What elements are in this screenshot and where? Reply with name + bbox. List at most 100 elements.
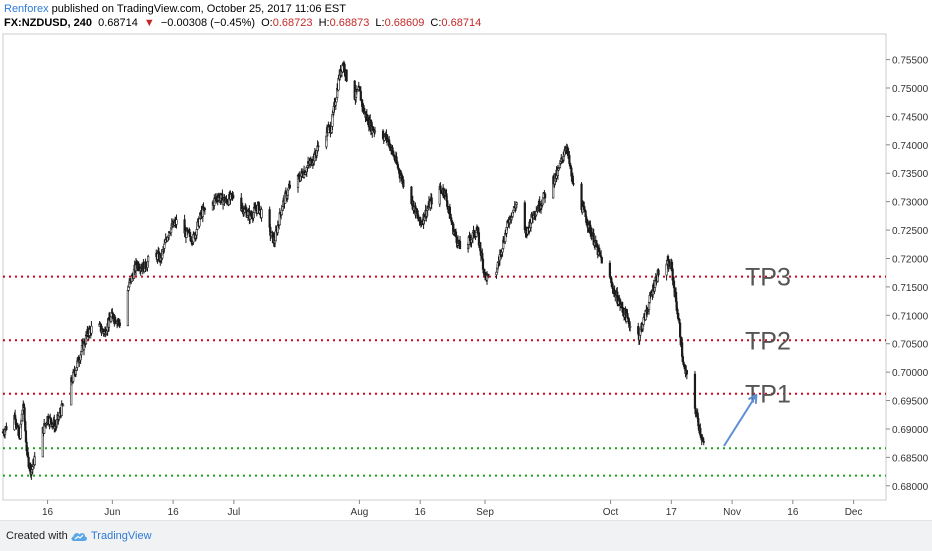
last-price: 0.68714 <box>98 17 138 29</box>
candle <box>515 201 518 208</box>
candle <box>90 320 93 336</box>
price-chart: 0.75500 0.75000 0.74500 0.74000 0.73500 0.730… <box>1 33 929 518</box>
y-tick-label: 0.74500 <box>892 112 929 123</box>
candle-body <box>260 209 263 218</box>
x-tick-label: Jul <box>227 507 240 518</box>
candle-body <box>359 90 362 101</box>
candle-body <box>118 322 121 326</box>
x-tick-label: 16 <box>42 507 54 518</box>
x-tick-label: 16 <box>787 507 799 518</box>
footer-bar: Created with TradingView <box>0 520 932 551</box>
candle-body <box>699 428 702 436</box>
x-tick-label: Aug <box>351 507 369 518</box>
high-value: 0.68873 <box>329 17 370 29</box>
y-axis: 0.75500 0.75000 0.74500 0.74000 0.73500 0.730… <box>886 56 929 493</box>
candle-body <box>679 322 682 338</box>
label-tp2: TP2 <box>745 327 791 355</box>
candle <box>118 319 121 329</box>
price-change: −0.00308 (−0.45%) <box>160 17 256 29</box>
candle <box>317 141 320 152</box>
low-label: L: <box>375 17 385 29</box>
candle-body <box>487 273 490 276</box>
candle-body <box>481 258 485 270</box>
y-tick-label: 0.69500 <box>892 397 929 408</box>
created-with-text: Created with <box>6 530 68 542</box>
y-tick-label: 0.73000 <box>892 198 929 209</box>
candle-body <box>195 229 198 236</box>
arrow-shaft <box>723 394 758 447</box>
candle-body <box>685 370 688 375</box>
candle <box>702 437 705 446</box>
candle-body <box>515 202 518 205</box>
y-tick-label: 0.71000 <box>892 311 929 322</box>
tradingview-cloud-icon <box>71 533 87 541</box>
target-arrow <box>723 393 758 447</box>
candle-body <box>175 219 178 225</box>
candle <box>20 413 24 423</box>
candle-body <box>49 417 53 423</box>
candle-body <box>430 197 433 205</box>
x-tick-label: 17 <box>666 507 678 518</box>
candle-body <box>475 231 478 237</box>
candle-body <box>20 413 24 422</box>
candle <box>629 321 632 332</box>
candle-body <box>373 130 377 133</box>
candle-body <box>637 326 640 335</box>
y-tick-label: 0.70500 <box>892 340 929 351</box>
publisher-link[interactable]: Renforex <box>4 3 49 15</box>
arrow-head <box>748 393 758 404</box>
candle-body <box>198 218 201 227</box>
candle <box>543 193 547 203</box>
candle <box>232 192 235 200</box>
y-tick-label: 0.71500 <box>892 283 929 294</box>
tradingview-brand-text: TradingView <box>91 530 152 542</box>
candle-body <box>454 231 458 238</box>
x-tick-label: Nov <box>723 507 741 518</box>
y-tick-label: 0.75500 <box>892 56 929 67</box>
candle-body <box>697 418 700 426</box>
candle <box>33 451 36 467</box>
candles <box>1 60 705 480</box>
candle-body <box>402 179 405 188</box>
x-tick-label: Oct <box>603 507 619 518</box>
candle-body <box>288 184 292 188</box>
y-tick-label: 0.73500 <box>892 169 929 180</box>
candle <box>373 126 377 135</box>
chart-header: Renforex published on TradingView.com, Oc… <box>4 2 904 30</box>
candle-body <box>572 183 575 185</box>
candle-body <box>702 441 705 443</box>
candle <box>260 207 263 222</box>
y-tick-label: 0.69000 <box>892 425 929 436</box>
candle-body <box>90 325 93 334</box>
candle-body <box>203 208 206 211</box>
x-tick-label: 16 <box>415 507 427 518</box>
published-text: published on TradingView.com, October 25… <box>51 3 346 15</box>
candle <box>402 176 405 189</box>
y-tick-label: 0.75000 <box>892 84 929 95</box>
label-tp3: TP3 <box>745 264 791 292</box>
candle <box>685 369 688 380</box>
y-tick-label: 0.72500 <box>892 226 929 237</box>
x-axis: 16 Jun 16 Jul Aug 16 Sep Oct 17 Nov 16 Dec <box>42 500 863 518</box>
y-tick-label: 0.68500 <box>892 453 929 464</box>
candle <box>430 193 433 210</box>
candle-body <box>543 193 547 199</box>
ohlc-line: FX:NZDUSD, 240 0.68714 ▼ −0.00308 (−0.45… <box>4 16 904 30</box>
candle-body <box>286 189 289 196</box>
high-label: H: <box>318 17 330 29</box>
x-tick-label: Dec <box>845 507 863 518</box>
tradingview-logo-link[interactable]: TradingView <box>70 521 152 551</box>
candle-body <box>61 404 65 407</box>
candle-body <box>693 373 697 409</box>
candle <box>600 257 603 264</box>
candle <box>345 69 348 83</box>
candle <box>458 236 462 250</box>
candle <box>203 206 206 215</box>
candle <box>288 180 292 189</box>
candle <box>61 403 65 407</box>
low-value: 0.68609 <box>384 17 425 29</box>
candle-body <box>126 290 129 326</box>
close-label: C: <box>430 17 442 29</box>
candle <box>5 422 8 431</box>
y-tick-label: 0.70000 <box>892 368 929 379</box>
